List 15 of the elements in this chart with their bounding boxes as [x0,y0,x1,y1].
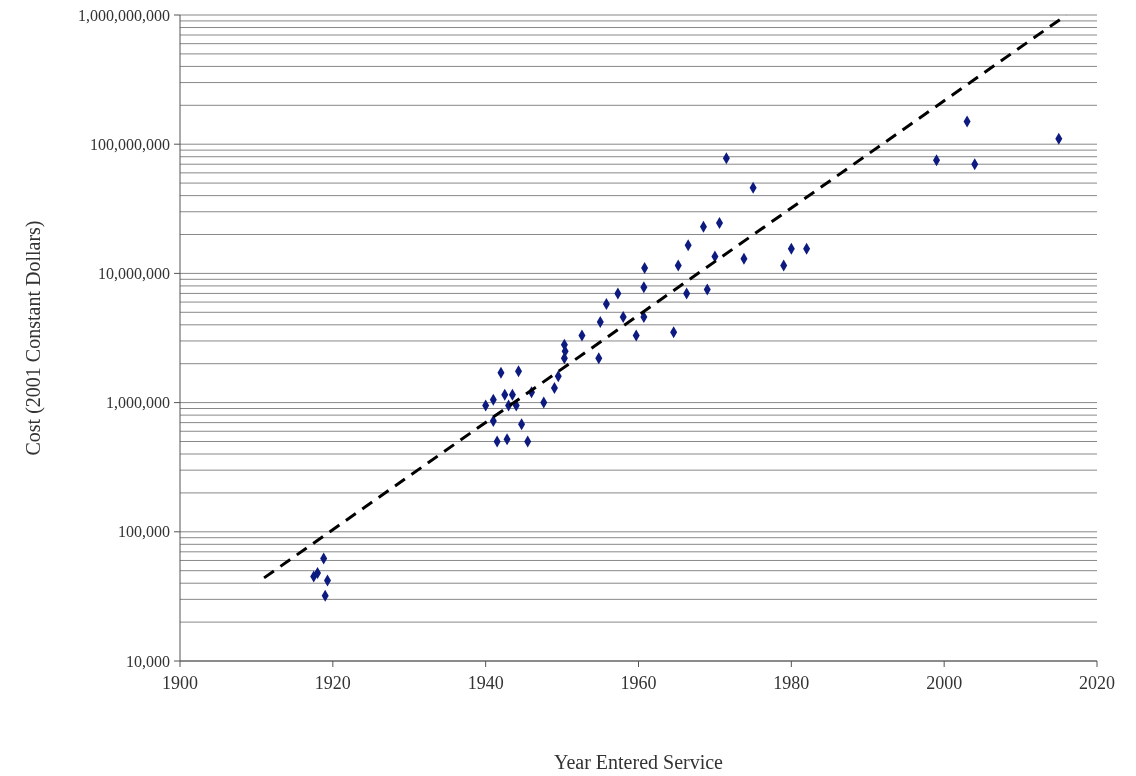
x-tick-label: 1980 [773,673,810,693]
x-tick-label: 1960 [620,673,657,693]
x-tick-label: 1920 [314,673,351,693]
y-tick-label: 100,000 [118,523,170,541]
x-tick-label: 2000 [926,673,963,693]
x-tick-label: 2020 [1079,673,1115,693]
y-tick-label: 10,000,000 [98,265,170,282]
y-tick-label: 100,000,000 [90,135,170,153]
x-tick-label: 1940 [467,673,504,693]
y-tick-label: 10,000 [126,652,170,670]
y-tick-label: 1,000,000,000 [78,6,170,24]
y-tick-label: 1,000,000 [106,394,170,412]
y-axis-title: Cost (2001 Constant Dollars) [22,220,45,456]
x-tick-label: 1900 [162,673,198,693]
x-axis-title: Year Entered Service [553,751,724,773]
